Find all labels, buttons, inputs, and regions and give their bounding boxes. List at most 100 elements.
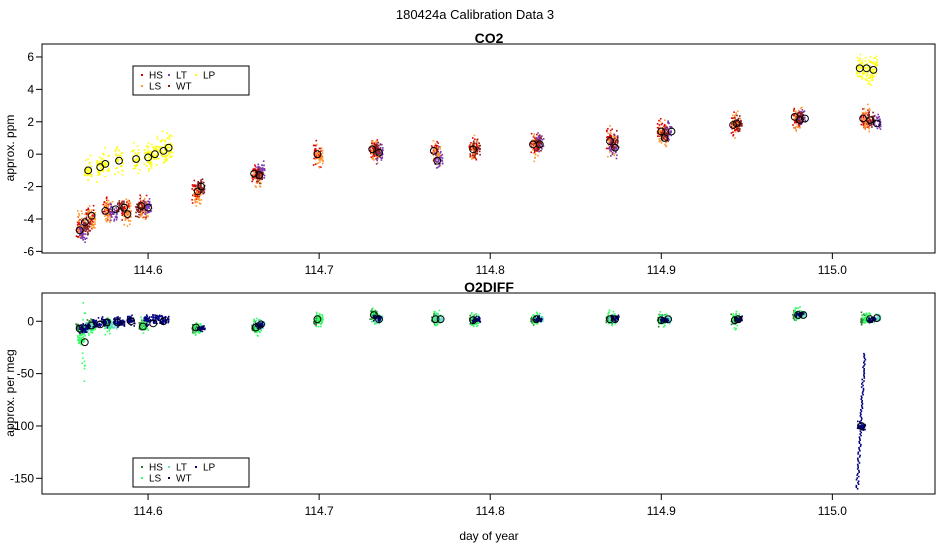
data-point-wt bbox=[478, 320, 481, 322]
data-point-hs bbox=[191, 199, 193, 201]
co2-plot-frame bbox=[41, 43, 936, 254]
x-tick-label: 114.7 bbox=[305, 263, 334, 277]
data-point-ls bbox=[145, 215, 148, 217]
data-point-wt bbox=[82, 219, 84, 222]
data-point-lt bbox=[110, 324, 113, 327]
data-point-hs bbox=[867, 109, 869, 112]
data-point-ls bbox=[140, 318, 143, 321]
data-point-wt bbox=[663, 319, 665, 321]
data-point-ls bbox=[105, 214, 107, 216]
data-point-wt bbox=[377, 147, 380, 149]
data-point-wt bbox=[614, 320, 616, 323]
data-point-wt bbox=[372, 314, 375, 317]
data-point-wt bbox=[611, 145, 614, 148]
data-point-hs bbox=[92, 213, 95, 215]
data-point-hs bbox=[251, 329, 254, 332]
data-point-lp bbox=[155, 154, 158, 157]
o2diff-x-ticks: 114.6 114.7 114.8 114.9 115.0 bbox=[133, 494, 847, 518]
data-point-wt bbox=[616, 130, 618, 132]
data-point-hs bbox=[106, 212, 108, 215]
data-point-hs bbox=[469, 317, 472, 320]
data-point-hs bbox=[863, 122, 866, 124]
data-point-ls bbox=[613, 135, 615, 138]
data-point-lp bbox=[155, 147, 157, 149]
data-point-wt bbox=[87, 233, 89, 235]
data-point-hs bbox=[90, 320, 93, 322]
data-point-hs bbox=[318, 155, 320, 157]
data-point-wt bbox=[474, 146, 477, 149]
data-point-hs bbox=[798, 124, 801, 126]
data-point-ls bbox=[373, 159, 375, 161]
data-point-lt bbox=[441, 157, 444, 159]
data-point-lp bbox=[147, 151, 150, 153]
data-point-wt bbox=[121, 202, 123, 205]
data-point-lt bbox=[800, 111, 803, 113]
data-point-ls bbox=[795, 128, 797, 131]
data-point-lt bbox=[799, 110, 801, 113]
data-point-wt bbox=[614, 316, 617, 318]
data-point-lp bbox=[134, 167, 137, 169]
data-point-ls bbox=[473, 322, 476, 324]
data-point-ls bbox=[436, 153, 439, 156]
data-point-ls bbox=[78, 214, 81, 216]
data-point-ls bbox=[316, 155, 319, 157]
data-point-ls bbox=[82, 336, 85, 338]
data-point-hs bbox=[608, 138, 611, 141]
data-point-lp bbox=[165, 154, 168, 157]
data-point-lt bbox=[798, 119, 800, 121]
data-point-hs bbox=[313, 319, 316, 321]
data-point-lp bbox=[857, 75, 859, 77]
data-point-ls bbox=[91, 222, 94, 225]
data-point-lp bbox=[144, 152, 146, 154]
data-point-ls bbox=[372, 307, 374, 310]
y-tick-label: 2 bbox=[27, 115, 34, 129]
data-point-hs bbox=[193, 184, 196, 186]
data-point-wt bbox=[89, 230, 91, 232]
data-point-ls bbox=[77, 219, 80, 222]
data-point-lt bbox=[876, 117, 879, 119]
data-point-ls bbox=[88, 216, 91, 218]
data-point-lt bbox=[670, 134, 672, 137]
data-point-wt bbox=[477, 320, 480, 322]
data-point-wt bbox=[373, 152, 375, 155]
x-tick-label: 114.8 bbox=[476, 504, 505, 518]
data-point-wt bbox=[873, 119, 876, 122]
data-point-wt bbox=[667, 319, 669, 322]
data-point-ls bbox=[863, 320, 865, 322]
data-point-ls bbox=[147, 329, 150, 331]
data-point-wt bbox=[666, 126, 668, 129]
data-point-ls bbox=[863, 108, 866, 110]
data-point-hs bbox=[143, 325, 145, 327]
data-point-ls bbox=[107, 216, 109, 218]
data-point-ls bbox=[435, 312, 438, 315]
data-point-ls bbox=[665, 125, 668, 127]
data-point-lt bbox=[434, 317, 436, 319]
data-point-wt bbox=[476, 148, 478, 150]
data-point-lt bbox=[440, 150, 442, 153]
data-point-ls bbox=[795, 122, 798, 125]
data-point-lp bbox=[871, 69, 873, 71]
data-point-ls bbox=[473, 157, 475, 159]
data-point-lt bbox=[110, 215, 113, 218]
data-point-hs bbox=[197, 190, 200, 193]
data-point-ls bbox=[81, 212, 84, 215]
data-point-wt bbox=[257, 180, 259, 183]
data-point-ls bbox=[799, 107, 802, 110]
data-point-hs bbox=[91, 214, 93, 217]
data-point-lp bbox=[856, 73, 858, 75]
data-point-wt bbox=[257, 170, 259, 173]
data-point-wt bbox=[261, 178, 263, 180]
data-point-lt bbox=[259, 319, 261, 321]
data-point-lt bbox=[263, 177, 266, 179]
data-point-wt bbox=[123, 202, 125, 204]
data-point-lp bbox=[864, 60, 867, 62]
data-point-hs bbox=[313, 153, 316, 156]
data-point-hs bbox=[793, 113, 796, 115]
data-point-lt bbox=[541, 135, 543, 137]
data-point-hs bbox=[315, 149, 317, 151]
data-point-wt bbox=[667, 133, 670, 135]
data-point-hs bbox=[794, 121, 797, 123]
data-point-hs bbox=[194, 328, 197, 330]
data-point-ls bbox=[607, 315, 609, 317]
data-point-ls bbox=[376, 162, 379, 164]
